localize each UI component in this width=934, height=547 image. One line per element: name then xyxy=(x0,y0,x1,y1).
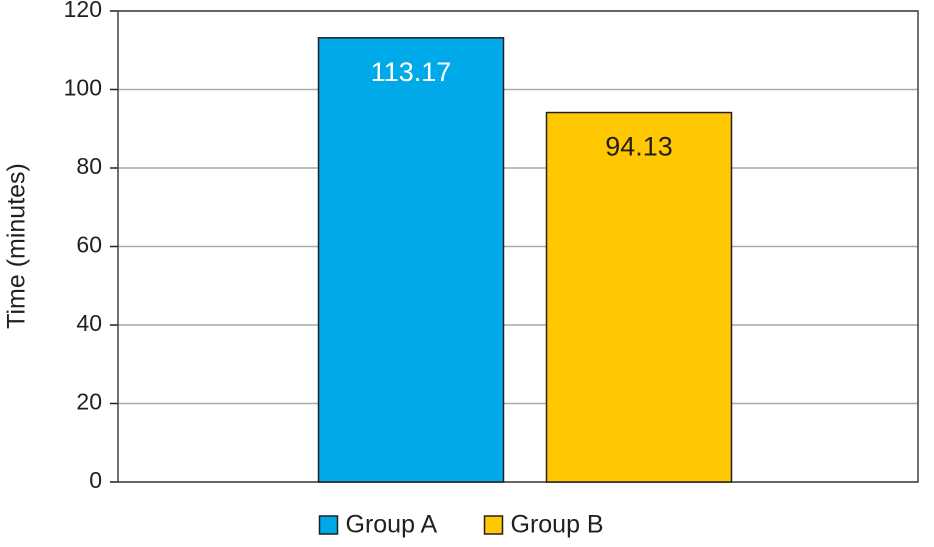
y-tick-label: 40 xyxy=(76,310,102,336)
y-tick-label: 100 xyxy=(64,75,102,101)
bar xyxy=(317,37,505,483)
y-tick-label: 0 xyxy=(89,467,102,493)
y-tick-label: 80 xyxy=(76,153,102,179)
y-tick-label: 20 xyxy=(76,389,102,415)
data-label: 94.13 xyxy=(605,132,673,162)
y-tick-label: 120 xyxy=(64,0,102,22)
data-label: 113.17 xyxy=(371,57,452,87)
y-tick-label: 60 xyxy=(76,232,102,258)
plot-frame xyxy=(117,10,919,483)
legend-swatch xyxy=(318,515,339,535)
legend-swatch xyxy=(483,515,504,535)
legend-label: Group B xyxy=(511,511,604,539)
legend-label: Group A xyxy=(346,511,438,539)
y-axis-label: Time (minutes) xyxy=(3,163,31,329)
bar xyxy=(545,111,733,483)
